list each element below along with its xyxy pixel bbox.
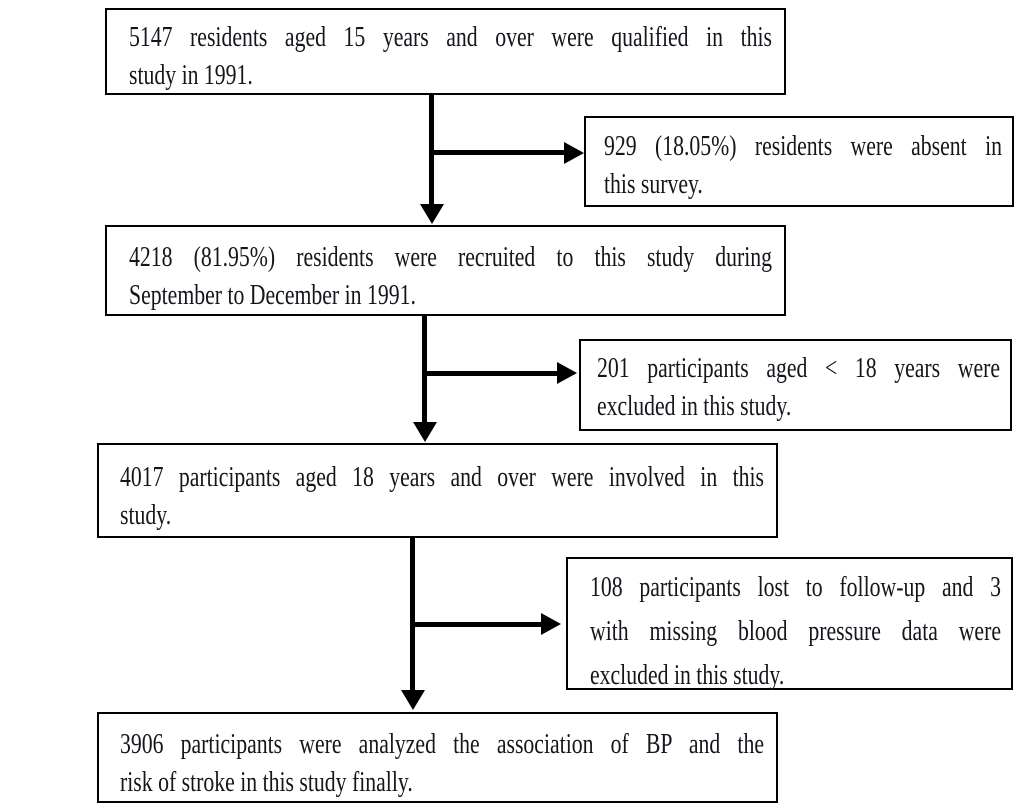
flow-box-eligible-line-1: 5147 residents aged 15 years and over we… [129,21,772,53]
arrow-head-right-2-icon [557,362,577,384]
flow-box-analyzed: 3906 participants were analyzed the asso… [97,712,778,803]
flow-box-recruited-line-1: 4218 (81.95%) residents were recruited t… [129,241,772,273]
exclusion-box-absent-line-2: this survey. [604,168,703,200]
exclusion-box-lost-followup: 108 participants lost to follow-up and 3… [566,557,1013,691]
arrow-head-right-3-icon [541,613,561,635]
flow-box-involved-line-2: study. [120,499,172,531]
exclusion-box-age-excluded: 201 participants aged < 18 years were ex… [579,339,1012,431]
exclusion-box-age-line-1: 201 participants aged < 18 years were [597,352,1000,384]
arrow-head-right-1-icon [564,142,584,164]
arrow-head-down-2-icon [413,422,437,442]
arrow-stem-branch-age-excluded [425,371,557,376]
flow-box-recruited-line-2: September to December in 1991. [129,279,416,311]
arrow-stem-branch-absent [432,150,564,155]
exclusion-box-lost-line-1: 108 participants lost to follow-up and 3 [590,571,1001,603]
exclusion-box-lost-line-3: excluded in this study. [590,659,785,691]
flow-box-involved: 4017 participants aged 18 years and over… [97,443,778,538]
arrow-stem-eligible-to-recruited [429,95,434,207]
flow-box-analyzed-line-2: risk of stroke in this study finally. [120,766,413,798]
exclusion-box-age-line-2: excluded in this study. [597,390,792,422]
flow-box-eligible: 5147 residents aged 15 years and over we… [105,8,786,95]
flow-box-recruited: 4218 (81.95%) residents were recruited t… [105,225,786,316]
arrow-stem-involved-to-analyzed [410,537,415,692]
flow-box-analyzed-line-1: 3906 participants were analyzed the asso… [120,728,764,760]
arrow-head-down-3-icon [401,690,425,710]
arrow-stem-recruited-to-involved [422,316,427,424]
exclusion-box-lost-line-2: with missing blood pressure data were [590,615,1001,647]
arrow-stem-branch-lost-followup [413,622,541,627]
exclusion-box-absent: 929 (18.05%) residents were absent in th… [584,116,1014,207]
exclusion-box-absent-line-1: 929 (18.05%) residents were absent in [604,130,1002,162]
flow-box-eligible-line-2: study in 1991. [129,59,253,91]
arrow-head-down-1-icon [420,204,444,224]
flow-box-involved-line-1: 4017 participants aged 18 years and over… [120,461,764,493]
